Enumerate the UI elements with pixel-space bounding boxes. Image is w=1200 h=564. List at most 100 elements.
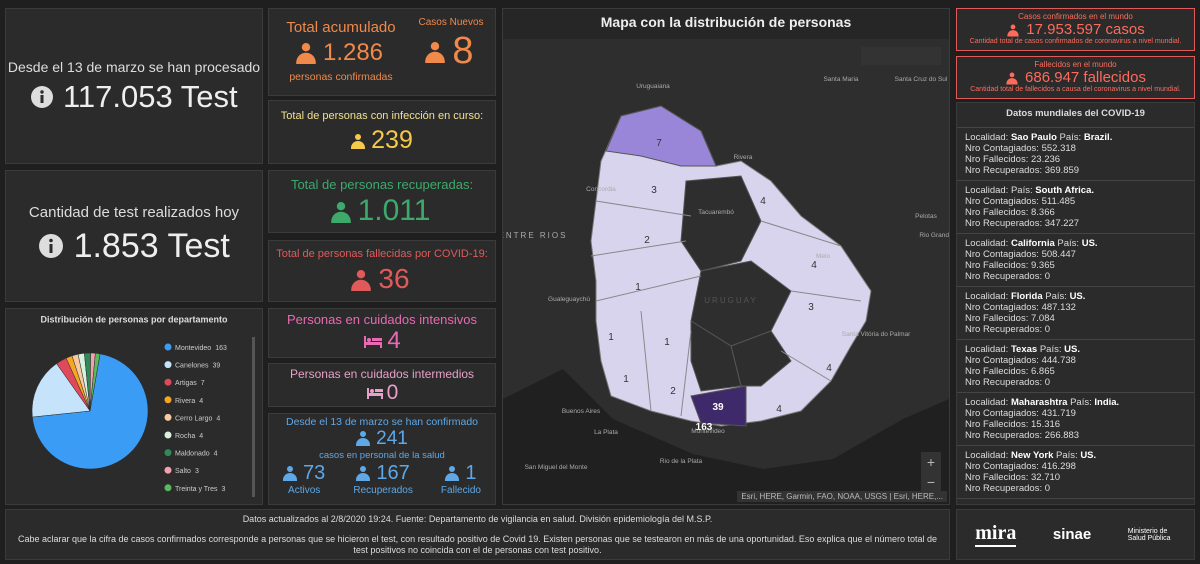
cases-value: 511.485 — [1041, 196, 1076, 207]
cases-line: Nro Contagiados: 552.318 — [965, 143, 1186, 154]
staff-value: 167 — [376, 462, 410, 484]
borders — [590, 200, 862, 417]
legend-swatch — [164, 484, 172, 492]
recovered-line: Nro Recuperados: 0 — [965, 271, 1186, 282]
tests-total-panel: Desde el 13 de marzo se han procesado 11… — [5, 8, 263, 164]
bed-icon — [364, 336, 383, 348]
recovered-line: Nro Recuperados: 266.883 — [965, 430, 1186, 441]
department-count: 1 — [608, 332, 614, 343]
map-toolbar[interactable] — [861, 47, 941, 65]
value-row: 686.947 fallecidos — [957, 69, 1194, 86]
value: 1.011 — [357, 194, 431, 227]
label: Total de personas con infección en curso… — [280, 110, 484, 122]
scrollbar — [252, 337, 255, 497]
place-label: Santa Cruz do Sul — [895, 76, 948, 83]
legend-value: 7 — [201, 380, 205, 387]
country: US. — [1064, 344, 1080, 355]
locality: New York — [1010, 450, 1054, 461]
legend-label: Salto — [175, 468, 191, 475]
field-label: Nro Fallecidos: — [965, 207, 1029, 218]
cases-value: 431.719 — [1041, 408, 1076, 419]
field-label: Nro Fallecidos: — [965, 260, 1029, 271]
uruguay — [590, 105, 872, 427]
cases-line: Nro Contagiados: 431.719 — [965, 408, 1186, 419]
logo-sinae: sinae — [1052, 526, 1092, 543]
water — [503, 369, 949, 504]
list-title: Datos mundiales del COVID-19 — [1006, 108, 1145, 119]
location-line: Localidad: Florida País: US. — [965, 291, 1186, 302]
place-label: Rivera — [734, 154, 753, 161]
list-item: Localidad: Sao Paulo País: Brazil. Nro Co… — [957, 128, 1194, 181]
map-panel: Mapa con la distribución de personas 7 3 4… — [502, 8, 950, 505]
country: US. — [1080, 450, 1097, 461]
list-item: Localidad: País: Iran.Nro Contagiados: 3… — [957, 499, 1194, 504]
legend-swatch — [164, 449, 172, 457]
field-label: Nro Contagiados: — [965, 249, 1039, 260]
field-label: Localidad: — [965, 291, 1009, 302]
field-label: País: — [1011, 503, 1033, 504]
place-label: Tacuarembó — [698, 209, 734, 216]
value-row: 241 — [269, 428, 495, 450]
value-row: 8 — [409, 30, 493, 73]
deaths-value: 9.365 — [1031, 260, 1055, 271]
value-row: 239 — [269, 126, 495, 155]
deaths-value: 32.710 — [1031, 472, 1061, 483]
field-label: Nro Contagiados: — [965, 461, 1039, 472]
sublabel: casos en personal de la salud — [319, 450, 445, 461]
legend-label: Maldonado — [175, 451, 210, 458]
value-row: 1.286 — [277, 39, 405, 67]
cases-line: Nro Contagiados: 511.485 — [965, 196, 1186, 207]
locality: Sao Paulo — [1010, 132, 1057, 143]
staff-item: 1 Fallecido — [441, 462, 481, 496]
active-panel: Total de personas con infección en curso… — [268, 100, 496, 164]
field-label: País: — [1059, 132, 1082, 143]
cases-line: Nro Contagiados: 444.738 — [965, 355, 1186, 366]
pie-slice — [31, 363, 91, 418]
attribution: Esri, HERE, Garmin, FAO, NOAA, USGS | Es… — [737, 491, 947, 502]
department-count: 1 — [635, 282, 641, 293]
legend-swatch — [164, 466, 172, 474]
legend-swatch — [164, 413, 172, 421]
field-label: Nro Recuperados: — [965, 324, 1043, 335]
staff-item: 73 Activos — [283, 462, 325, 496]
recovered-line: Nro Recuperados: 0 — [965, 483, 1186, 494]
map: 7 3 4 2 4 1 3 1 1 1 2 4 4 39 163 Uruguaiana Santa Maria S… — [503, 39, 949, 504]
field-label: País: — [1056, 450, 1078, 461]
department-count: 1 — [664, 337, 670, 348]
cases-value: 487.132 — [1041, 302, 1076, 313]
deaths-value: 6.865 — [1031, 366, 1055, 377]
field-label: Nro Recuperados: — [965, 430, 1043, 441]
field-label: Nro Contagiados: — [965, 408, 1039, 419]
value: 239 — [371, 126, 413, 154]
deaths-line: Nro Fallecidos: 32.710 — [965, 472, 1186, 483]
field-label: País: — [1057, 238, 1080, 249]
department-count: 7 — [656, 138, 662, 149]
world-list[interactable]: Localidad: Sao Paulo País: Brazil. Nro Co… — [957, 127, 1194, 504]
place-label: San Miguel del Monte — [525, 464, 588, 471]
department-count: 1 — [623, 374, 629, 385]
legend-value: 4 — [214, 451, 218, 458]
list-item: Localidad: País: South Africa. Nro Contag… — [957, 181, 1194, 234]
department-shape — [605, 105, 717, 167]
label: Personas en cuidados intermedios — [289, 367, 475, 381]
tests-today-panel: Cantidad de test realizados hoy 1.853 Te… — [5, 170, 263, 302]
world-cases-panel: Casos confirmados en el mundo 17.953.597… — [956, 8, 1195, 51]
zoom-controls[interactable]: + − — [921, 452, 941, 492]
department-shape — [680, 175, 762, 272]
staff-value: 1 — [465, 462, 477, 484]
value: 8 — [452, 30, 474, 72]
new-block: Casos Nuevos 8 — [409, 17, 493, 73]
legend-value: 4 — [216, 415, 220, 422]
place-label: Pelotas — [915, 213, 937, 220]
cases-value: 552.318 — [1041, 143, 1076, 154]
cases-value: 508.447 — [1041, 249, 1076, 260]
cases-line: Nro Contagiados: 487.132 — [965, 302, 1186, 313]
place-label: La Plata — [594, 429, 618, 436]
value: 686.947 fallecidos — [1025, 69, 1146, 86]
value: 241 — [376, 428, 408, 449]
deaths-line: Nro Fallecidos: 15.316 — [965, 419, 1186, 430]
place-label: Montevideo — [691, 428, 725, 435]
value-row: 1.853 Test — [6, 227, 262, 266]
department-count: 3 — [651, 185, 657, 196]
staff-label: Fallecido — [440, 485, 481, 496]
